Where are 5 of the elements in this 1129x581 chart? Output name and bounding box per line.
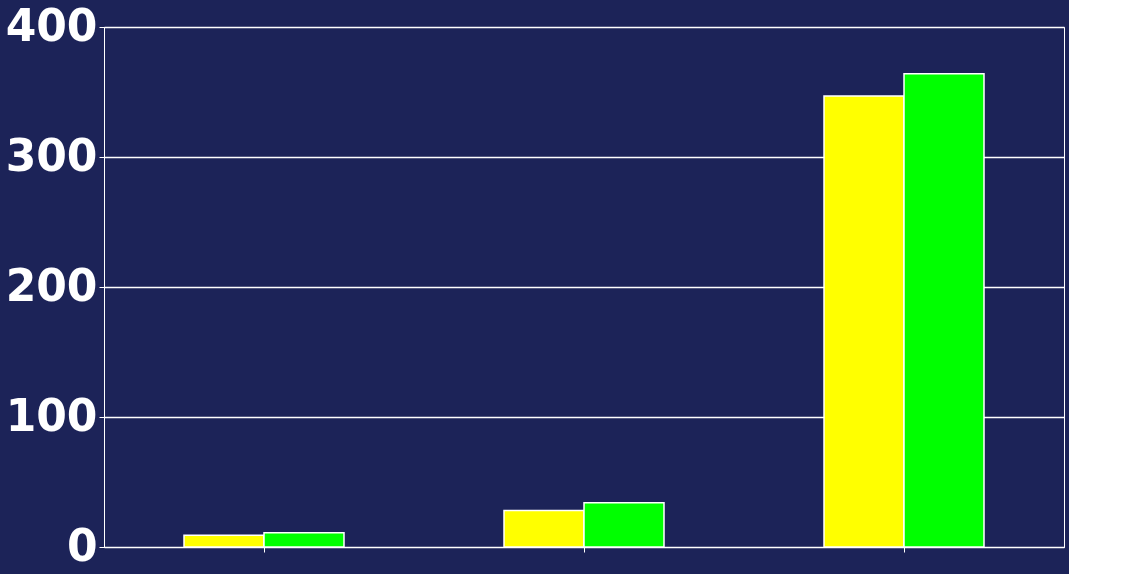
y-tick-label: 200 — [5, 259, 98, 311]
y-tick-label: 400 — [5, 0, 98, 51]
y-tick-label: 300 — [5, 129, 98, 181]
y-tick-label: 0 — [66, 519, 98, 571]
y-tick-label: 100 — [5, 389, 98, 441]
